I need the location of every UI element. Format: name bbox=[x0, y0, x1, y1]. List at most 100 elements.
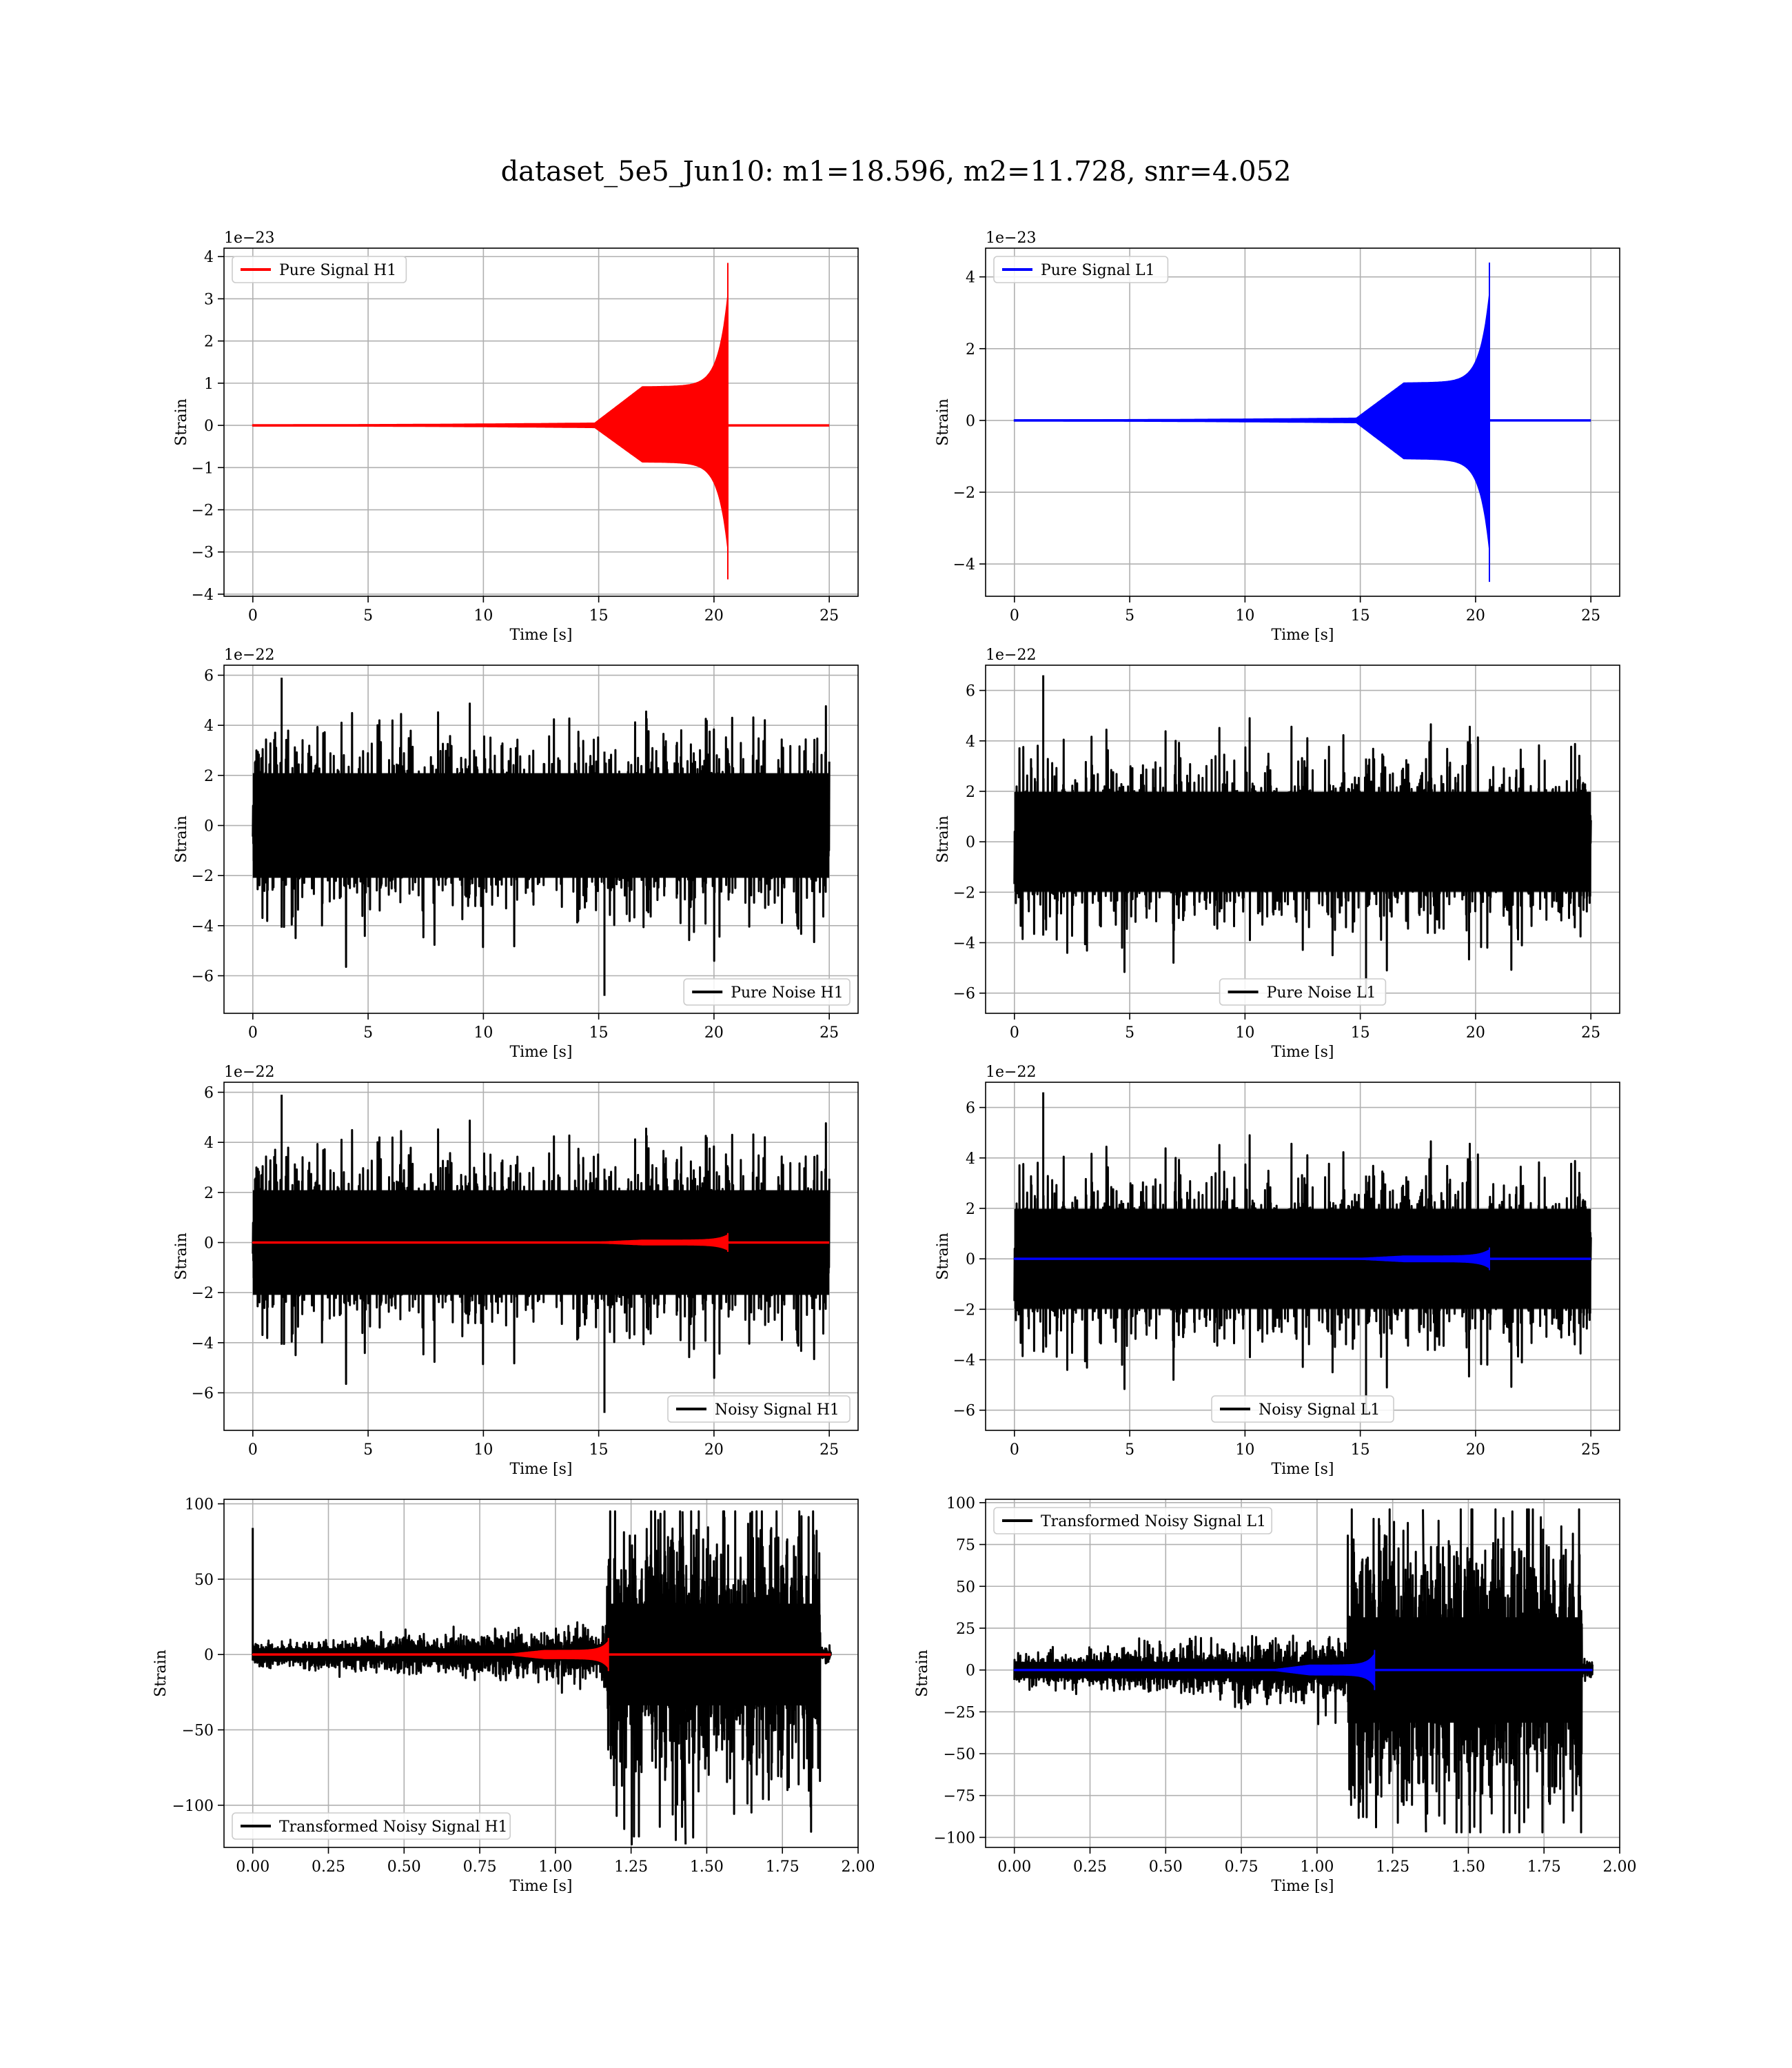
chart-noisy-signal-l1: 0 5 10 15 20 25 −6 −4 −2 0 2 4 6 Time [s] Strain 1e−22 N… bbox=[935, 1064, 1620, 1478]
y-tick-label: −50 bbox=[182, 1722, 214, 1739]
y-axis-label: Strain bbox=[173, 815, 190, 863]
legend-box bbox=[1211, 1395, 1394, 1423]
y-tick-label: 1 bbox=[204, 376, 214, 393]
y-tick-label: 50 bbox=[956, 1579, 975, 1596]
x-axis-label: Time [s] bbox=[1271, 1878, 1334, 1895]
x-tick-label: 0.50 bbox=[387, 1858, 421, 1876]
x-tick-label: 25 bbox=[1581, 1441, 1600, 1459]
y-tick-label: 100 bbox=[946, 1495, 975, 1512]
legend-label: Transformed Noisy Signal L1 bbox=[1041, 1513, 1266, 1530]
y-tick-label: −4 bbox=[953, 556, 975, 574]
legend-label: Pure Noise H1 bbox=[731, 984, 844, 1002]
y-tick-label: −4 bbox=[953, 935, 975, 953]
x-tick-label: 5 bbox=[1125, 1441, 1134, 1459]
x-tick-label: 0.75 bbox=[1225, 1858, 1259, 1876]
x-tick-label: 0.75 bbox=[463, 1858, 497, 1876]
x-tick-label: 20 bbox=[704, 1024, 724, 1042]
y-tick-label: 100 bbox=[185, 1497, 214, 1514]
x-tick-label: 10 bbox=[1235, 1024, 1254, 1042]
legend-box bbox=[1219, 978, 1387, 1006]
x-tick-label: 10 bbox=[474, 1441, 493, 1459]
y-tick-label: 2 bbox=[204, 1185, 214, 1202]
legend: Noisy Signal H1 bbox=[667, 1395, 851, 1423]
y-tick-label: −6 bbox=[953, 1403, 975, 1420]
y-tick-label: 0 bbox=[966, 834, 975, 851]
y-axis-label: Strain bbox=[914, 1650, 931, 1697]
plot-area bbox=[252, 263, 830, 580]
axes-frame bbox=[985, 1499, 1620, 1848]
y-tick-label: 3 bbox=[204, 291, 214, 308]
y-tick-label: 4 bbox=[204, 1135, 214, 1152]
y-tick-label: 6 bbox=[204, 1085, 214, 1102]
legend: Pure Signal L1 bbox=[993, 256, 1169, 283]
legend-label: Pure Signal H1 bbox=[279, 262, 396, 279]
x-tick-label: 25 bbox=[819, 607, 839, 625]
x-tick-label: 5 bbox=[363, 1024, 373, 1042]
y-tick-label: −25 bbox=[944, 1704, 975, 1721]
y-tick-label: −100 bbox=[934, 1829, 975, 1847]
legend: Pure Signal H1 bbox=[232, 256, 407, 283]
x-tick-label: 10 bbox=[1235, 1441, 1254, 1459]
x-tick-label: 5 bbox=[363, 607, 373, 625]
legend-box bbox=[232, 256, 407, 283]
y-tick-label: −100 bbox=[172, 1798, 214, 1815]
y-tick-label: 2 bbox=[204, 334, 214, 351]
x-axis-label: Time [s] bbox=[509, 1044, 572, 1061]
y-tick-label: −6 bbox=[192, 969, 214, 986]
x-tick-label: 0.00 bbox=[236, 1858, 269, 1876]
y-tick-label: 4 bbox=[966, 733, 975, 751]
legend-label: Pure Noise L1 bbox=[1267, 984, 1376, 1002]
legend-label: Pure Signal L1 bbox=[1041, 262, 1155, 279]
x-tick-label: 20 bbox=[1466, 607, 1485, 625]
y-axis-label: Strain bbox=[935, 1233, 952, 1280]
y-tick-label: −2 bbox=[192, 1285, 214, 1302]
x-axis-label: Time [s] bbox=[509, 1878, 572, 1895]
chart-pure-signal-h1: 0 5 10 15 20 25 −4 −3 −2 −1 0 1 2 3 4 Time [s] Strain 1e−… bbox=[173, 230, 859, 644]
chart-transformed-h1: 0.00 0.25 0.50 0.75 1.00 1.25 1.50 1.75 2.00 −100… bbox=[152, 1497, 875, 1895]
y-axis-label: Strain bbox=[935, 815, 952, 863]
y-tick-label: 2 bbox=[966, 1201, 975, 1218]
axes-frame bbox=[985, 665, 1620, 1014]
y-tick-label: −4 bbox=[953, 1352, 975, 1370]
y-axis-label: Strain bbox=[152, 1650, 170, 1697]
x-tick-label: 1.00 bbox=[1300, 1858, 1334, 1876]
legend-label: Noisy Signal H1 bbox=[715, 1401, 839, 1419]
x-tick-label: 0 bbox=[1010, 1024, 1019, 1042]
legend-box bbox=[667, 1395, 851, 1423]
y-tick-label: 0 bbox=[966, 1251, 975, 1268]
y-tick-label: 75 bbox=[956, 1537, 975, 1554]
legend: Noisy Signal L1 bbox=[1211, 1395, 1394, 1423]
x-tick-label: 15 bbox=[589, 607, 609, 625]
series-pure-noise-l1-band bbox=[1014, 791, 1591, 892]
y-tick-label: −6 bbox=[192, 1386, 214, 1403]
x-tick-label: 5 bbox=[1125, 607, 1134, 625]
x-tick-label: 25 bbox=[1581, 1024, 1600, 1042]
x-tick-label: 0 bbox=[248, 607, 258, 625]
x-tick-label: 25 bbox=[819, 1024, 839, 1042]
x-tick-label: 1.50 bbox=[690, 1858, 724, 1876]
legend: Pure Noise H1 bbox=[683, 978, 851, 1006]
x-tick-label: 0 bbox=[1010, 607, 1019, 625]
axes-frame bbox=[223, 247, 859, 597]
y-tick-label: −4 bbox=[192, 1335, 214, 1352]
x-tick-label: 10 bbox=[1235, 607, 1254, 625]
y-tick-label: 4 bbox=[966, 270, 975, 287]
axes-frame bbox=[223, 1082, 859, 1431]
y-tick-label: −2 bbox=[953, 884, 975, 902]
x-tick-label: 1.75 bbox=[1527, 1858, 1561, 1876]
y-tick-label: −2 bbox=[192, 503, 214, 520]
x-tick-label: 2.00 bbox=[1603, 1858, 1637, 1876]
y-tick-label: 6 bbox=[966, 1100, 975, 1117]
axes-frame bbox=[223, 665, 859, 1014]
x-tick-label: 15 bbox=[589, 1024, 609, 1042]
series-pure-signal-l1-envelope bbox=[1013, 262, 1491, 582]
x-tick-label: 25 bbox=[819, 1441, 839, 1459]
offset-text: 1e−22 bbox=[986, 1064, 1036, 1081]
plot-area bbox=[1013, 1508, 1594, 1834]
x-tick-label: 10 bbox=[474, 1024, 493, 1042]
y-tick-label: 50 bbox=[194, 1572, 214, 1589]
y-tick-label: 2 bbox=[966, 341, 975, 358]
x-tick-label: 0.25 bbox=[1073, 1858, 1107, 1876]
series-pure-signal-h1-envelope bbox=[252, 263, 729, 580]
plot-area bbox=[1013, 262, 1591, 582]
